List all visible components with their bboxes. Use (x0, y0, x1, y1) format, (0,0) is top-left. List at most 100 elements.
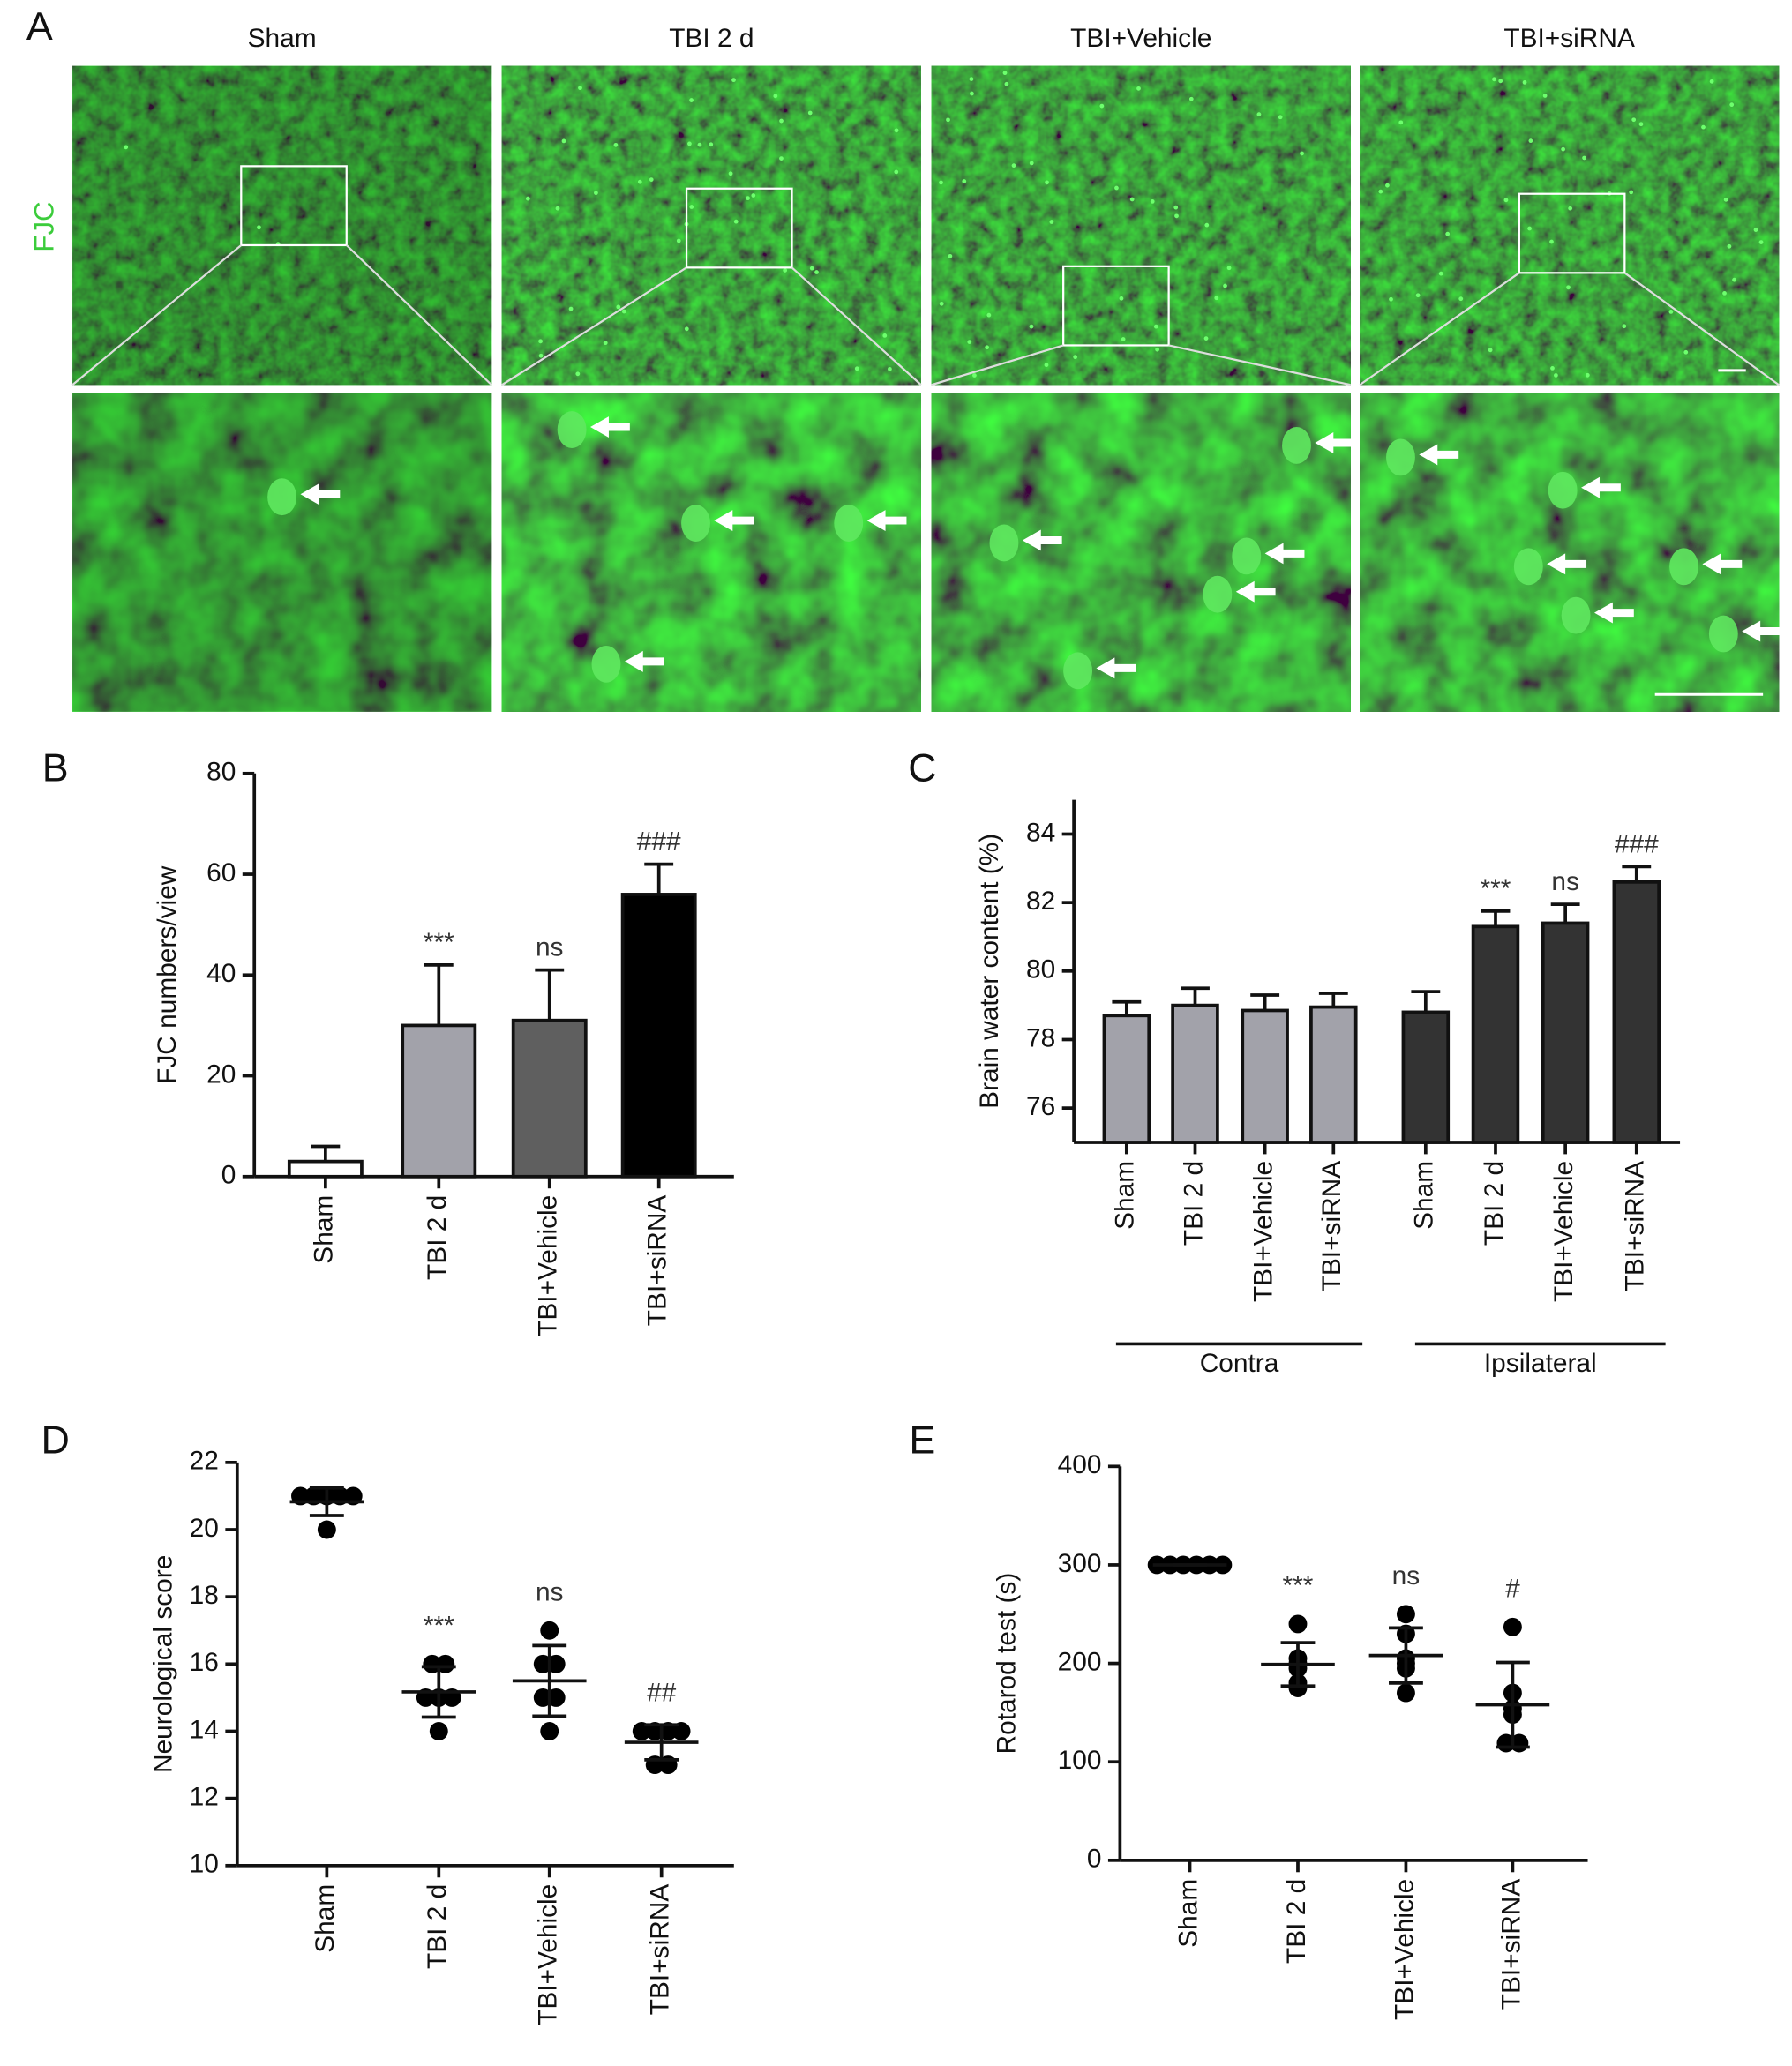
cell (779, 156, 784, 161)
x-tick-label: TBI 2 d (1282, 1879, 1311, 1964)
group-label: Contra (1200, 1349, 1279, 1378)
significance-label: ### (1615, 829, 1659, 858)
x-tick-label: TBI+Vehicle (534, 1884, 563, 2025)
bar (1612, 880, 1661, 1144)
cell (728, 171, 733, 176)
cell (894, 128, 899, 133)
x-tick-label: Sham (1410, 1161, 1439, 1230)
cell (751, 193, 756, 198)
cell (676, 238, 681, 243)
cell (1415, 293, 1421, 298)
data-point (546, 1688, 566, 1707)
significance-label: ### (637, 827, 681, 857)
y-tick-label: 18 (190, 1581, 219, 1610)
micrograph-texture (72, 65, 492, 386)
x-tick-label: Sham (311, 1884, 340, 1953)
arrow (1581, 476, 1621, 498)
cell (969, 77, 974, 81)
zoom-line (931, 344, 1064, 386)
cell (1011, 163, 1016, 168)
significance-label: *** (424, 1611, 454, 1640)
cell (1223, 283, 1227, 288)
y-tick-label: 100 (1058, 1746, 1102, 1775)
cell (1045, 180, 1049, 185)
cell (124, 145, 129, 150)
cell (1722, 291, 1727, 296)
bar (1241, 1008, 1289, 1144)
significance-label: ns (536, 1577, 564, 1606)
neuron (1561, 596, 1591, 634)
data-point (1396, 1683, 1415, 1703)
cell (1488, 348, 1493, 353)
cell (1204, 222, 1210, 228)
cell (1278, 115, 1283, 120)
x-tick-label: TBI+siRNA (1496, 1879, 1526, 2010)
neuron (1386, 438, 1415, 476)
data-point (1396, 1605, 1415, 1624)
cell (1002, 71, 1008, 76)
cell (779, 118, 784, 124)
data-point (317, 1520, 336, 1539)
y-axis-label: Brain water content (%) (975, 834, 1004, 1109)
data-point (671, 1722, 691, 1740)
cell (970, 91, 974, 96)
x-tick-label: TBI+Vehicle (1249, 1161, 1278, 1302)
cell (1568, 206, 1573, 211)
neuron (1203, 575, 1233, 613)
cell (1174, 213, 1179, 219)
cell (257, 225, 261, 230)
bar (1171, 1003, 1219, 1144)
data-point (436, 1654, 455, 1673)
cell (613, 142, 619, 147)
x-tick-label: TBI+siRNA (1317, 1161, 1346, 1292)
cell (814, 270, 819, 274)
cell (888, 366, 892, 371)
data-point (658, 1722, 678, 1740)
inset-box (1518, 192, 1626, 274)
cell (809, 266, 814, 271)
cell (1638, 122, 1644, 127)
panel-label: B (42, 746, 69, 790)
cell (1203, 336, 1209, 341)
neuron (1669, 548, 1698, 586)
arrow (714, 510, 754, 532)
neuron (267, 478, 297, 516)
cell (1729, 102, 1735, 108)
cell (1566, 285, 1571, 290)
bar (1401, 1010, 1451, 1144)
x-tick-label: TBI+Vehicle (1549, 1161, 1578, 1302)
x-tick-label: TBI 2 d (1179, 1161, 1208, 1246)
neuron (1232, 537, 1262, 575)
arrow (1264, 543, 1305, 565)
x-tick-label: TBI 2 d (1480, 1161, 1509, 1246)
cell (709, 142, 714, 147)
significance-label: ns (1551, 867, 1579, 896)
neuron (557, 411, 587, 448)
arrow (624, 650, 664, 672)
zoom-line (1168, 344, 1351, 386)
cell (1121, 337, 1126, 341)
neuron (834, 505, 864, 542)
data-point (533, 1654, 552, 1673)
micrograph-zoom-texture (72, 393, 492, 712)
cell (882, 333, 888, 338)
cell (1683, 349, 1689, 355)
cell (538, 339, 543, 344)
cell (1398, 120, 1404, 125)
arrow (1593, 602, 1634, 624)
data-point (632, 1722, 651, 1740)
neuron (1063, 652, 1093, 690)
cell (1049, 220, 1054, 224)
cell (1631, 117, 1637, 123)
panel-label: D (41, 1418, 70, 1462)
significance-label: # (1505, 1574, 1520, 1603)
cell (948, 253, 953, 258)
x-tick-label: TBI+Vehicle (1390, 1879, 1419, 2020)
cell (1753, 228, 1758, 232)
significance-label: *** (1481, 874, 1511, 903)
cell (1527, 226, 1532, 231)
x-tick-label: TBI+siRNA (643, 1195, 672, 1327)
cell (637, 179, 642, 184)
neuron (681, 505, 710, 542)
